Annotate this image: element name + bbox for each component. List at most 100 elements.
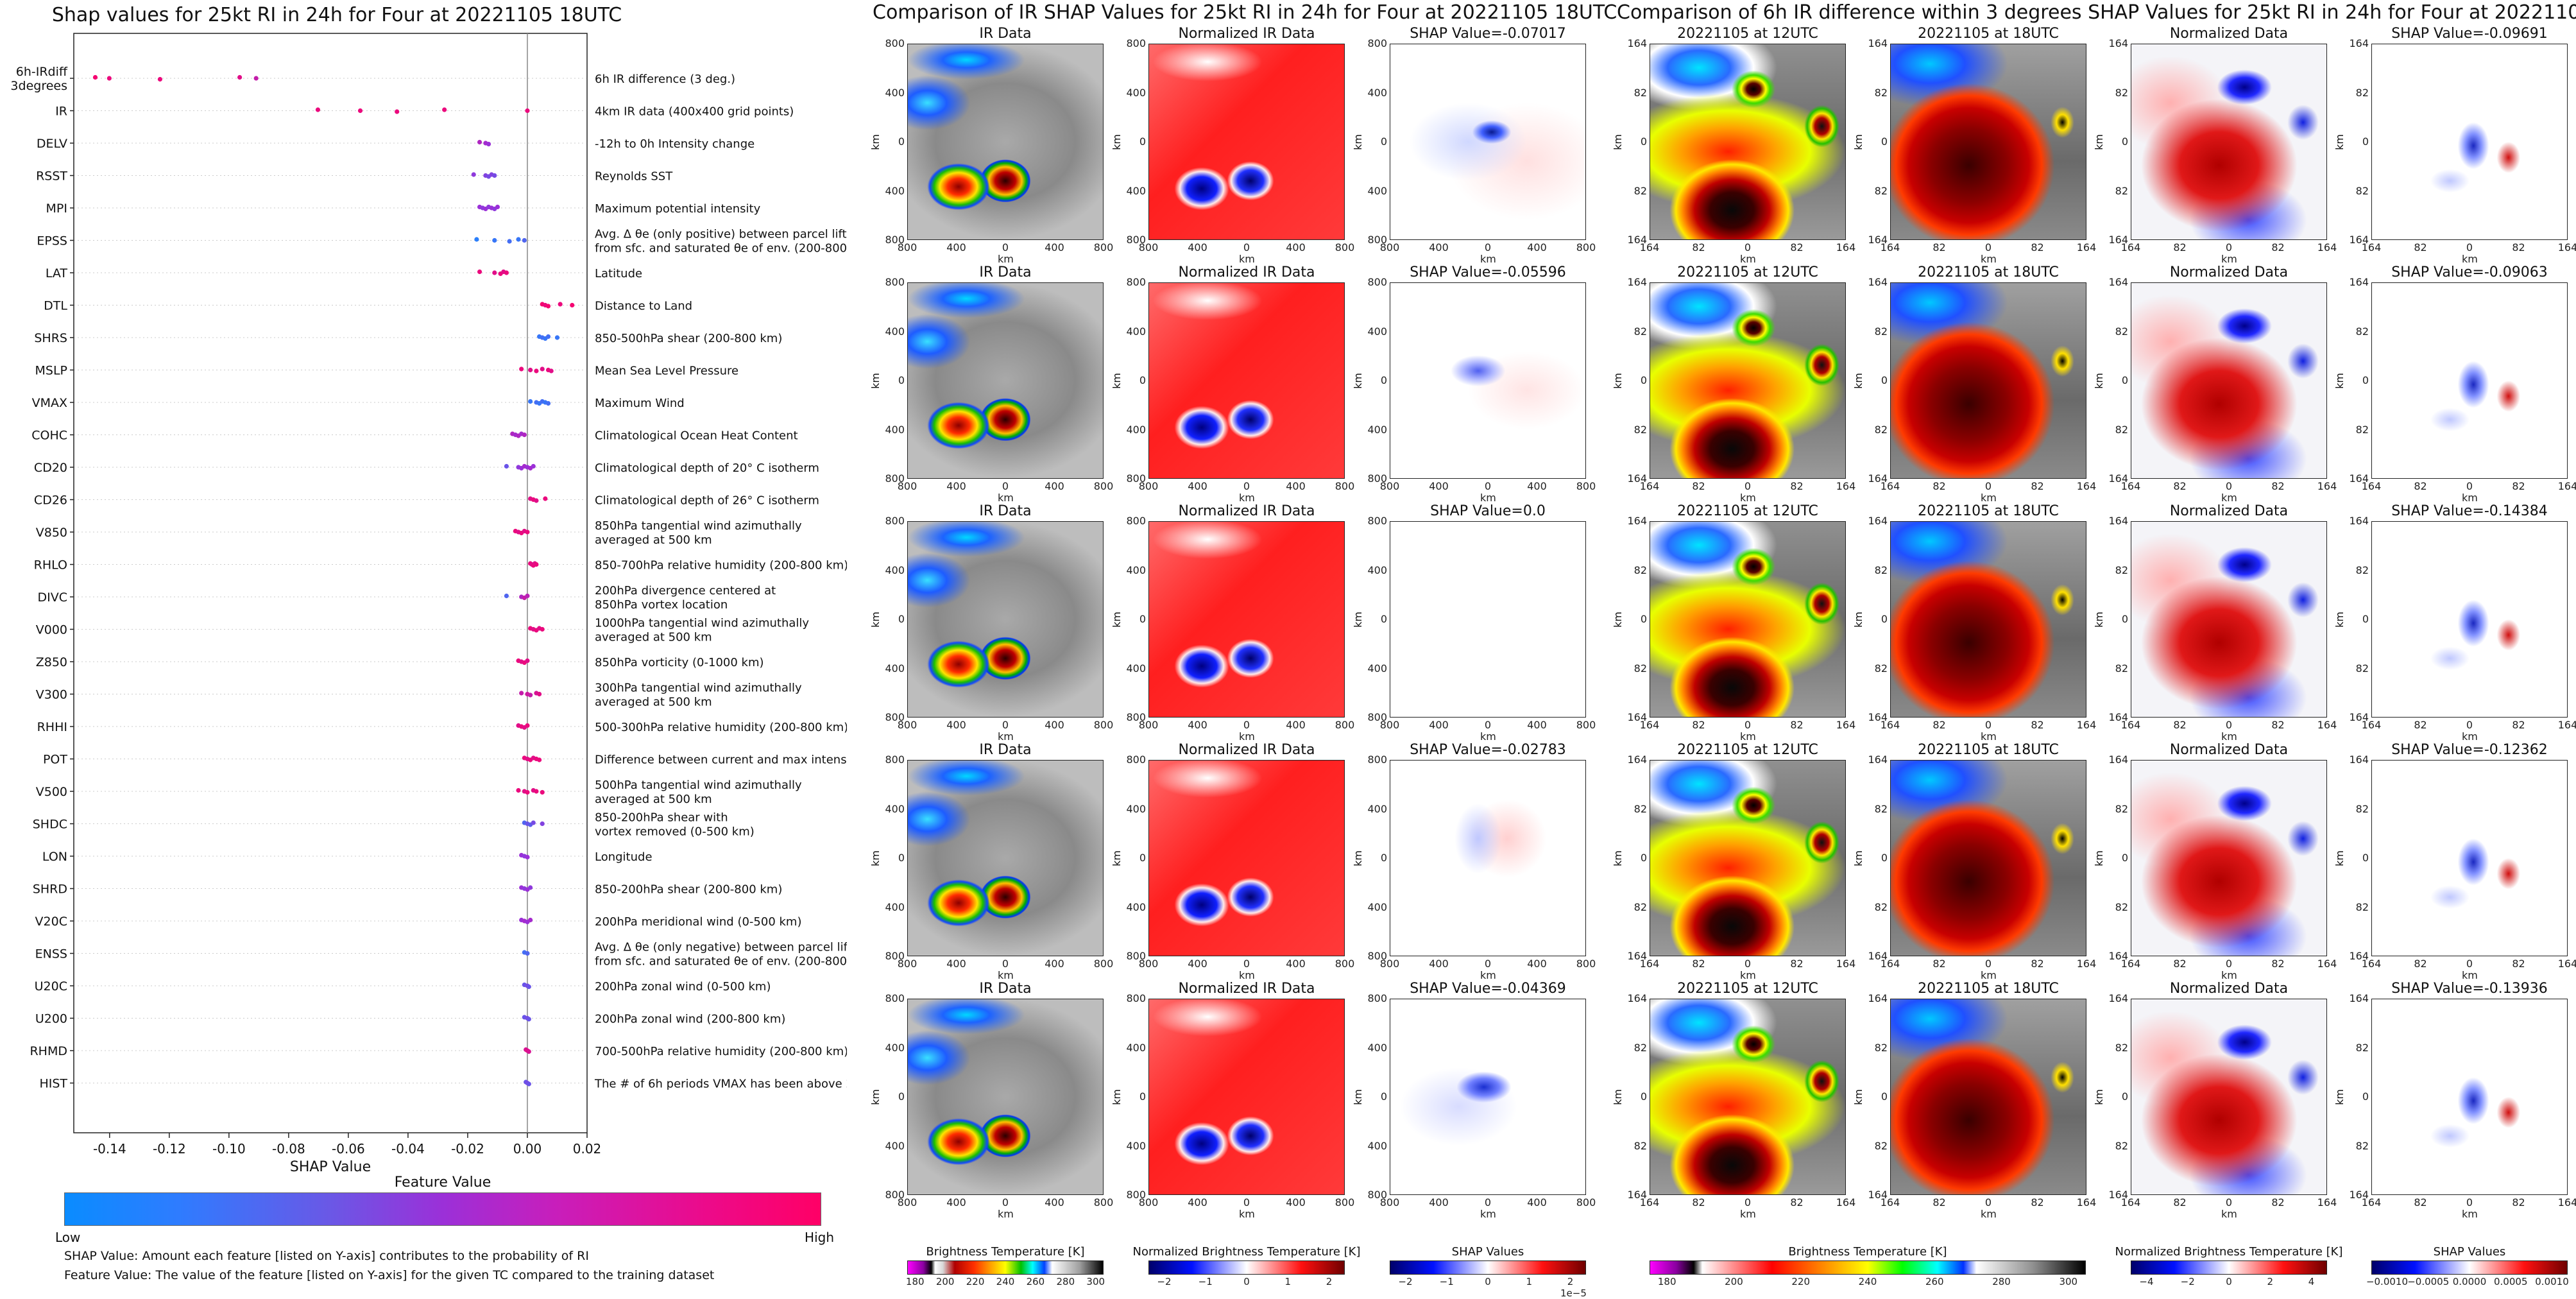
y-tick-label: 164 [1627,992,1647,1004]
x-tick-label: 82 [2031,958,2044,970]
y-tick-label: 400 [1126,662,1146,675]
diff-shap-panel [2371,44,2568,240]
feature-description: averaged at 500 km [595,793,712,806]
colorbar-title: Brightness Temperature [K] [1788,1245,1947,1259]
y-tick-label: 0 [2121,852,2128,864]
feature-label: COHC [31,429,67,443]
x-tick-label: 800 [1093,1196,1114,1209]
x-tick-label: 82 [1692,480,1705,492]
x-tick-label: 82 [2414,719,2427,731]
y-tick-label: 400 [1126,802,1146,815]
y-tick-label: 0 [2121,374,2128,386]
y-tick-label: 400 [885,662,905,675]
y-tick-label: 800 [885,515,905,527]
y-tick-label: 82 [1633,662,1647,675]
shap-point [528,885,533,890]
x-tick-label: 82 [2512,1196,2525,1209]
x-tick-label: 164 [1639,241,1660,254]
shap-point [525,723,530,728]
y-tick-label: 82 [1874,1139,1888,1152]
y-tick-label: 0 [1380,1090,1387,1103]
shap-point [477,269,482,275]
y-tick-label: 800 [885,1189,905,1201]
y-tick-label: 400 [1126,900,1146,913]
y-tick-label: 400 [1126,86,1146,99]
shap-point [525,529,530,535]
x-tick-label: 164 [2557,1196,2576,1209]
x-tick-label: 400 [946,480,966,492]
panel-title: IR Data [979,26,1032,42]
y-tick-label: 400 [1126,563,1146,576]
shap-point [504,463,509,469]
y-tick-label: 400 [885,86,905,99]
panel-title: Normalized IR Data [1178,742,1315,758]
y-tick-label: 164 [1627,711,1647,723]
y-tick-label: 400 [1126,184,1146,197]
y-tick-label: 0 [1139,374,1146,386]
x-tick-label: 82 [2271,1196,2285,1209]
y-tick-label: 0 [1640,374,1647,386]
panel-title: 20221105 at 12UTC [1677,981,1818,997]
x-tick-label: -0.04 [391,1141,425,1157]
y-tick-label: 82 [1633,563,1647,576]
shap-point [526,1081,531,1087]
y-tick-label: 164 [1868,753,1888,766]
y-axis-label: km [1611,612,1624,628]
x-tick-label: 800 [1138,480,1159,492]
feature-description: Difference between current and max inten… [595,753,847,767]
x-axis-label: km [2221,492,2237,504]
x-tick-label: 164 [2317,480,2337,492]
colorbar-tick-label: 2 [2267,1276,2274,1287]
y-tick-label: 800 [885,992,905,1004]
x-axis-label: km [1740,1208,1756,1220]
x-tick-label: 0 [1484,241,1492,254]
shap-point [504,593,509,599]
x-tick-label: 82 [1932,719,1946,731]
ir-18utc-panel [1890,44,2086,240]
x-tick-label: 82 [1692,241,1705,254]
y-tick-label: 400 [885,1139,905,1152]
x-tick-label: 0 [1484,958,1492,970]
feature-description: averaged at 500 km [595,631,712,644]
feature-description: 850-700hPa relative humidity (200-800 km… [595,559,847,572]
y-tick-label: 800 [885,37,905,49]
y-axis-label: km [2092,1089,2105,1105]
colorbar-tick-label: 240 [996,1276,1015,1287]
x-tick-label: 164 [2361,1196,2382,1209]
note-feature-value: Feature Value: The value of the feature … [64,1268,715,1282]
x-tick-label: 400 [1286,241,1306,254]
x-tick-label: 800 [1093,241,1114,254]
colorbar-title: Normalized Brightness Temperature [K] [1132,1245,1361,1259]
shap-point [315,107,321,112]
x-tick-label: 400 [1429,719,1449,731]
x-tick-label: 0.02 [573,1141,602,1157]
panel-title: SHAP Value=-0.07017 [1410,26,1566,42]
panel-title: 20221105 at 12UTC [1677,503,1818,519]
ir-18utc-panel [1890,999,2086,1195]
y-tick-label: 0 [1139,1090,1146,1103]
colorbar-tick-label: −0.0010 [2366,1276,2408,1287]
x-tick-label: 400 [1188,480,1207,492]
colorbar-tick-label: −2 [2180,1276,2195,1287]
y-tick-label: 164 [2108,472,2128,485]
y-tick-label: 0 [1640,613,1647,625]
y-tick-label: 400 [1126,1139,1146,1152]
y-tick-label: 82 [2355,86,2369,99]
x-tick-label: 0 [2466,719,2473,731]
feature-description: Avg. Δ θe (only positive) between parcel… [595,228,847,241]
x-tick-label: 164 [2361,480,2382,492]
x-tick-label: 800 [1379,719,1400,731]
normalized-ir-panel [1148,282,1345,479]
x-tick-label: 0 [2466,1196,2473,1209]
y-axis-label: km [1351,1089,1364,1105]
y-tick-label: 800 [1367,950,1387,962]
x-tick-label: 400 [1527,1196,1547,1209]
x-axis-label: km [2462,492,2478,504]
panel-title: 20221105 at 12UTC [1677,264,1818,280]
x-tick-label: 400 [1188,958,1207,970]
shap-point [474,237,479,242]
feature-label: MPI [46,202,67,216]
shap-point [237,74,243,80]
x-axis-label: km [1740,253,1756,265]
x-tick-label: 82 [1790,1196,1804,1209]
